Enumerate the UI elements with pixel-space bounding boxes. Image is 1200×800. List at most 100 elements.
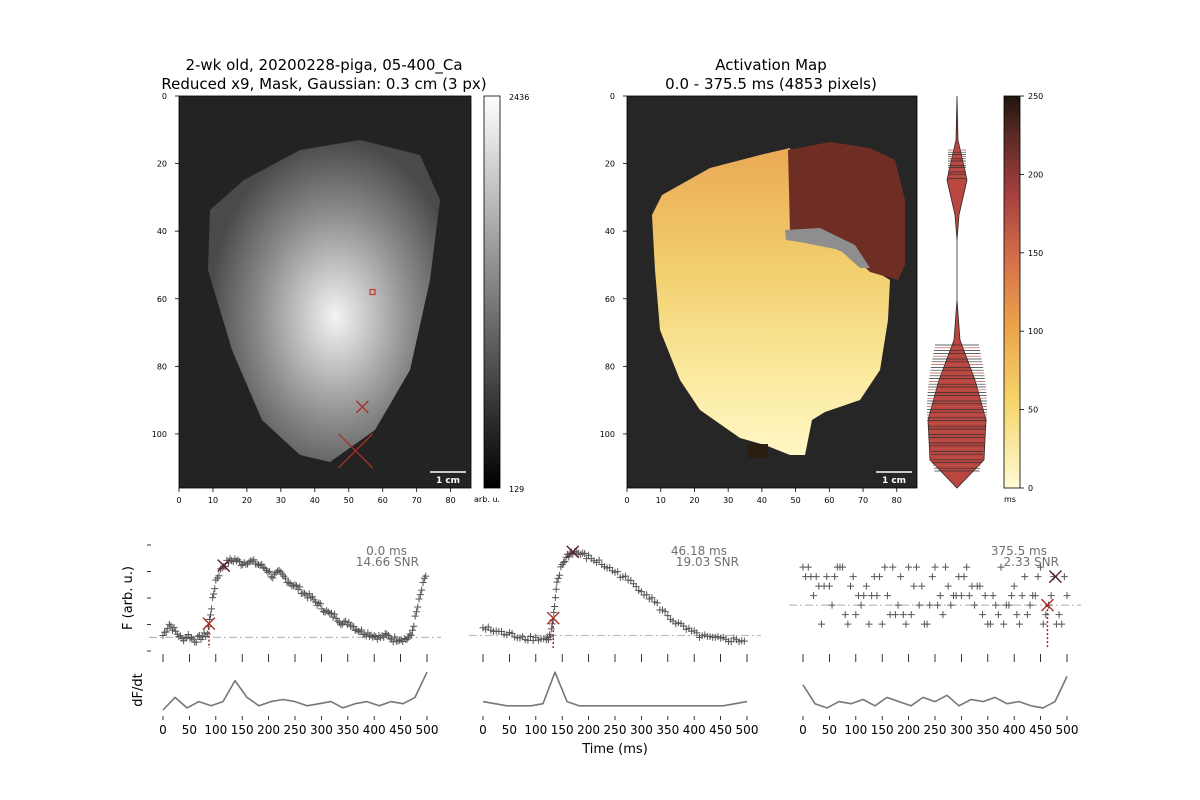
violin-data-lines	[927, 149, 987, 472]
trace-1-point	[384, 632, 392, 640]
trace-3-point	[1000, 620, 1008, 628]
trace-3-point	[894, 601, 902, 609]
trace-3-point	[1063, 592, 1071, 600]
trace-1-point	[316, 600, 324, 608]
trace-3-point	[905, 563, 913, 571]
trace-3-point	[992, 601, 1000, 609]
trace-2-point	[560, 558, 568, 566]
trace-3-point	[883, 592, 891, 600]
trace-1-point	[334, 617, 342, 625]
map2-x-tick-label: 40	[757, 496, 767, 505]
trace-1-point	[358, 626, 366, 634]
trace-1-x-tick-label: 350	[336, 723, 359, 737]
trace-3-point	[881, 563, 889, 571]
map2-y-tick-label: 60	[605, 295, 615, 304]
trace-1-point	[350, 623, 358, 631]
map1-x-tick-label: 40	[310, 496, 320, 505]
trace-3-point	[1015, 620, 1023, 628]
trace-1-point	[245, 558, 253, 566]
map1-x-tick-label: 30	[276, 496, 286, 505]
trace-3-point	[986, 620, 994, 628]
trace-1-point	[383, 630, 391, 638]
trace-1-point	[315, 599, 323, 607]
trace-2-point	[740, 637, 748, 645]
trace-3-point	[1026, 601, 1034, 609]
activation-region-late	[788, 142, 905, 280]
trace-2-point	[547, 633, 555, 641]
map1-colorbar-max-label: 2436	[509, 93, 529, 102]
map1-y-tick-label: 0	[162, 92, 167, 101]
trace-1-point	[354, 627, 362, 635]
trace-2-point	[554, 574, 562, 582]
map1-title-line2: Reduced x9, Mask, Gaussian: 0.3 cm (3 px…	[161, 75, 486, 93]
trace-3-point	[934, 601, 942, 609]
trace-1-point	[351, 626, 359, 634]
trace-3-x-tick-label: 0	[799, 723, 807, 737]
trace-3-activation-marker	[1040, 598, 1054, 612]
trace-1-point	[400, 634, 408, 642]
trace-3-point	[928, 573, 936, 581]
activation-region-early	[652, 148, 890, 455]
trace-1-point	[337, 621, 345, 629]
trace-3-point	[976, 582, 984, 590]
trace-3-point	[899, 611, 907, 619]
trace-1-peak-marker	[217, 559, 231, 573]
trace-2-x-tick-label: 50	[502, 723, 517, 737]
trace-2-annotation-snr: 19.03 SNR	[676, 555, 739, 569]
time-xlabel: Time (ms)	[581, 742, 648, 757]
trace-3-x-tick-label: 200	[897, 723, 920, 737]
trace-2-x-tick-label: 100	[524, 723, 547, 737]
trace-1-point	[203, 630, 211, 638]
trace-1-point	[329, 613, 337, 621]
activation-violin	[927, 95, 987, 489]
trace-3-point	[1034, 573, 1042, 581]
trace-1-point	[345, 618, 353, 626]
trace-1-point	[380, 633, 388, 641]
trace-1-point	[419, 578, 427, 586]
trace-1-x-tick-label: 250	[284, 723, 307, 737]
trace-1-point	[291, 581, 299, 589]
cbar2-tick-label: 100	[1028, 327, 1043, 336]
trace-1-point	[296, 583, 304, 591]
trace-1-point	[236, 557, 244, 565]
trace-2-point	[561, 558, 569, 566]
trace-1-x-tick-label: 300	[310, 723, 333, 737]
trace-2-point	[653, 599, 661, 607]
trace-2-annotation-time: 46.18 ms	[671, 544, 727, 558]
trace-3-point	[865, 620, 873, 628]
trace-3-point	[944, 582, 952, 590]
trace-3-point	[831, 573, 839, 581]
trace-3-point	[844, 620, 852, 628]
trace-3-point	[857, 601, 865, 609]
trace-3-point	[1005, 601, 1013, 609]
trace-3-point	[849, 573, 857, 581]
map2-colorbar-unit: ms	[1004, 495, 1016, 504]
trace-1-point	[211, 585, 219, 593]
trace-1-point	[308, 593, 316, 601]
map2-y-tick-label: 80	[605, 362, 615, 371]
trace-3-point	[841, 611, 849, 619]
trace-3-point	[891, 611, 899, 619]
trace-3-point	[1039, 620, 1047, 628]
trace-2-point	[664, 612, 672, 620]
trace-1-derivative-curve	[162, 671, 428, 711]
trace-1-annotation-time: 0.0 ms	[366, 544, 407, 558]
map2-title-line2: 0.0 - 375.5 ms (4853 pixels)	[665, 75, 877, 93]
trace-3-point	[889, 563, 897, 571]
trace-1-x-tick-label: 400	[363, 723, 386, 737]
cbar2-tick-label: 150	[1028, 249, 1043, 258]
trace-1-point	[181, 633, 189, 641]
trace-2-point	[693, 629, 701, 637]
trace-1-x-tick-label: 0	[159, 723, 167, 737]
trace-2-x-tick-label: 150	[551, 723, 574, 737]
trace-3-point	[1042, 611, 1050, 619]
trace-3-x-tick-label: 150	[871, 723, 894, 737]
trace-1-point	[369, 633, 377, 641]
map1-title-line1: 2-wk old, 20200228-piga, 05-400_Ca	[185, 56, 462, 75]
trace-3-point	[979, 611, 987, 619]
map2-x-tick-label: 30	[723, 496, 733, 505]
trace-3-point	[897, 573, 905, 581]
trace-1-point	[281, 574, 289, 582]
trace-1-point	[175, 633, 183, 641]
